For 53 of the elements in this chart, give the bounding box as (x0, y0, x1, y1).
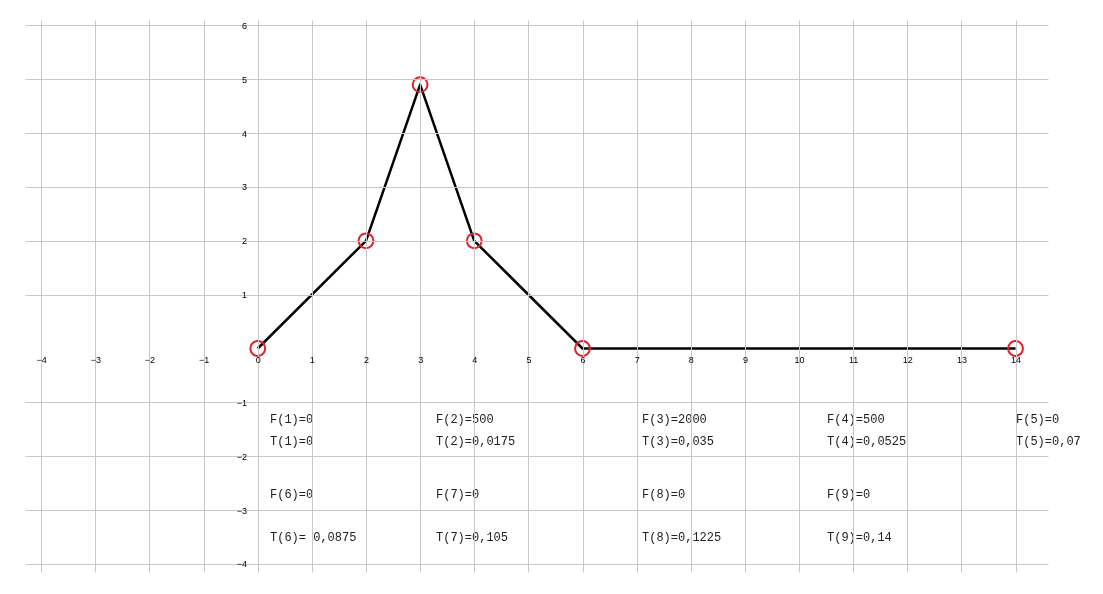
y-tick-label: −3 (236, 505, 247, 516)
x-tick-label: 2 (363, 354, 370, 365)
point (465, 232, 483, 250)
x-tick-label: 10 (794, 354, 805, 365)
annotation: T(8)=0,1225 (642, 531, 722, 545)
annotation: F(3)=2000 (642, 412, 707, 427)
y-tick-label: 3 (241, 182, 247, 193)
point (411, 76, 429, 94)
x-tick-label: −3 (90, 354, 101, 365)
annotation: F(7)=0 (436, 487, 480, 502)
y-tick-label: −1 (236, 397, 247, 408)
x-tick-label: 14 (1011, 354, 1022, 365)
x-tick-label: 13 (956, 354, 967, 365)
x-tick-label: 5 (526, 354, 532, 365)
y-tick-label: −2 (236, 451, 247, 462)
annotation: T(4)=0,0525 (827, 435, 907, 450)
y-tick-label: 2 (241, 236, 247, 247)
x-tick-label: 0 (255, 354, 261, 365)
point (357, 232, 375, 250)
x-tick-label: −2 (144, 354, 156, 365)
x-tick-label: 7 (634, 354, 640, 365)
x-tick-label: 8 (688, 354, 694, 365)
point (574, 340, 591, 357)
annotation: F(6)=0 (270, 487, 314, 502)
annotation: F(1)=0 (270, 412, 314, 427)
point (249, 340, 267, 357)
annotation: T(5)=0,07 (1016, 435, 1081, 450)
annotation: F(9)=0 (827, 487, 871, 502)
y-tick-label: 5 (241, 74, 247, 85)
annotation: F(8)=0 (642, 487, 686, 502)
x-tick-label: 4 (472, 354, 478, 365)
y-tick-label: −4 (236, 559, 247, 570)
annotation: T(9)=0,14 (827, 531, 892, 545)
y-tick-label: 4 (241, 128, 247, 139)
annotation: F(2)=500 (436, 412, 494, 427)
annotation: T(2)=0,0175 (436, 435, 516, 450)
x-tick-label: 1 (309, 354, 315, 365)
annotation: T(6)= 0,0875 (270, 531, 357, 545)
x-tick-label: 12 (902, 354, 913, 365)
x-tick-label: 6 (580, 354, 586, 365)
x-tick-label: −1 (198, 354, 210, 365)
x-tick-label: 9 (742, 354, 748, 365)
x-tick-label: −4 (36, 354, 47, 365)
x-tick-label: 11 (848, 354, 859, 365)
y-tick-label: 6 (241, 20, 247, 31)
annotation: T(3)=0,035 (642, 435, 715, 450)
annotation: T(1)=0 (270, 435, 314, 450)
annotation: F(4)=500 (827, 412, 885, 427)
x-tick-label: 3 (418, 354, 424, 365)
y-tick-label: 1 (241, 290, 247, 301)
annotation: T(7)=0,105 (436, 531, 509, 545)
point (1007, 340, 1024, 357)
annotation: F(5)=0 (1016, 412, 1060, 427)
